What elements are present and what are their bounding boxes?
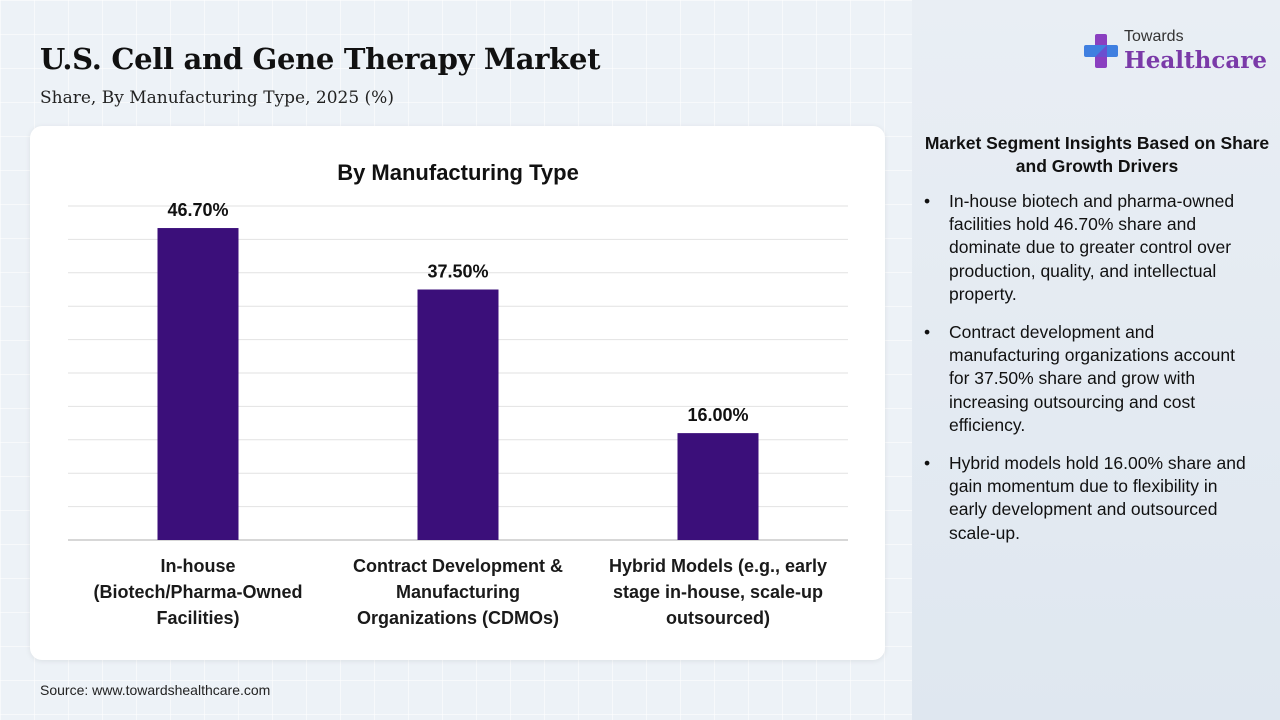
page-subtitle: Share, By Manufacturing Type, 2025 (%) [40, 88, 394, 108]
brand-logo: Towards Healthcare [1082, 28, 1267, 78]
source-note: Source: www.towardshealthcare.com [40, 682, 271, 698]
chart-card: By Manufacturing Type 46.70% In-house (Biot… [30, 126, 885, 660]
logo-text-top: Towards [1124, 28, 1184, 45]
insights-title: Market Segment Insights Based on Share a… [924, 133, 1270, 176]
plus-cross-icon [1084, 34, 1118, 68]
bar [677, 433, 759, 540]
insight-item: • Hybrid models hold 16.00% share and gai… [922, 452, 1247, 545]
category-label: Manufacturing [396, 582, 520, 602]
bar [157, 228, 239, 540]
bullet-icon: • [924, 191, 931, 211]
insight-text: Hybrid models hold 16.00% share and gain… [949, 453, 1246, 543]
insights-list: • In-house biotech and pharma-owned facil… [922, 190, 1247, 560]
data-label: 37.50% [427, 262, 488, 282]
category-label: Facilities) [156, 608, 239, 628]
category-label: In-house [161, 556, 236, 576]
bullet-icon: • [924, 322, 931, 343]
category-label: (Biotech/Pharma-Owned [93, 582, 302, 602]
bullet-icon: • [924, 453, 931, 474]
insight-text: Contract development and manufacturing o… [949, 322, 1236, 435]
insight-item: • Contract development and manufacturing … [922, 321, 1247, 437]
insight-item: • In-house biotech and pharma-owned facil… [922, 190, 1247, 306]
bar [417, 289, 499, 540]
page-title: U.S. Cell and Gene Therapy Market [40, 42, 601, 76]
data-label: 16.00% [687, 405, 748, 425]
chart-title: By Manufacturing Type [337, 160, 579, 185]
category-label: stage in-house, scale-up [613, 582, 823, 602]
logo-text-bottom: Healthcare [1124, 47, 1268, 74]
bar-chart: By Manufacturing Type 46.70% In-house (Biot… [68, 160, 848, 628]
category-label: Contract Development & [353, 556, 563, 576]
category-label: Hybrid Models (e.g., early [609, 556, 827, 576]
category-label: Organizations (CDMOs) [357, 608, 559, 628]
insight-text: In-house biotech and pharma-owned facili… [949, 191, 1235, 304]
category-label: outsourced) [666, 608, 770, 628]
data-label: 46.70% [167, 200, 228, 220]
insights-panel-background [912, 0, 1280, 720]
